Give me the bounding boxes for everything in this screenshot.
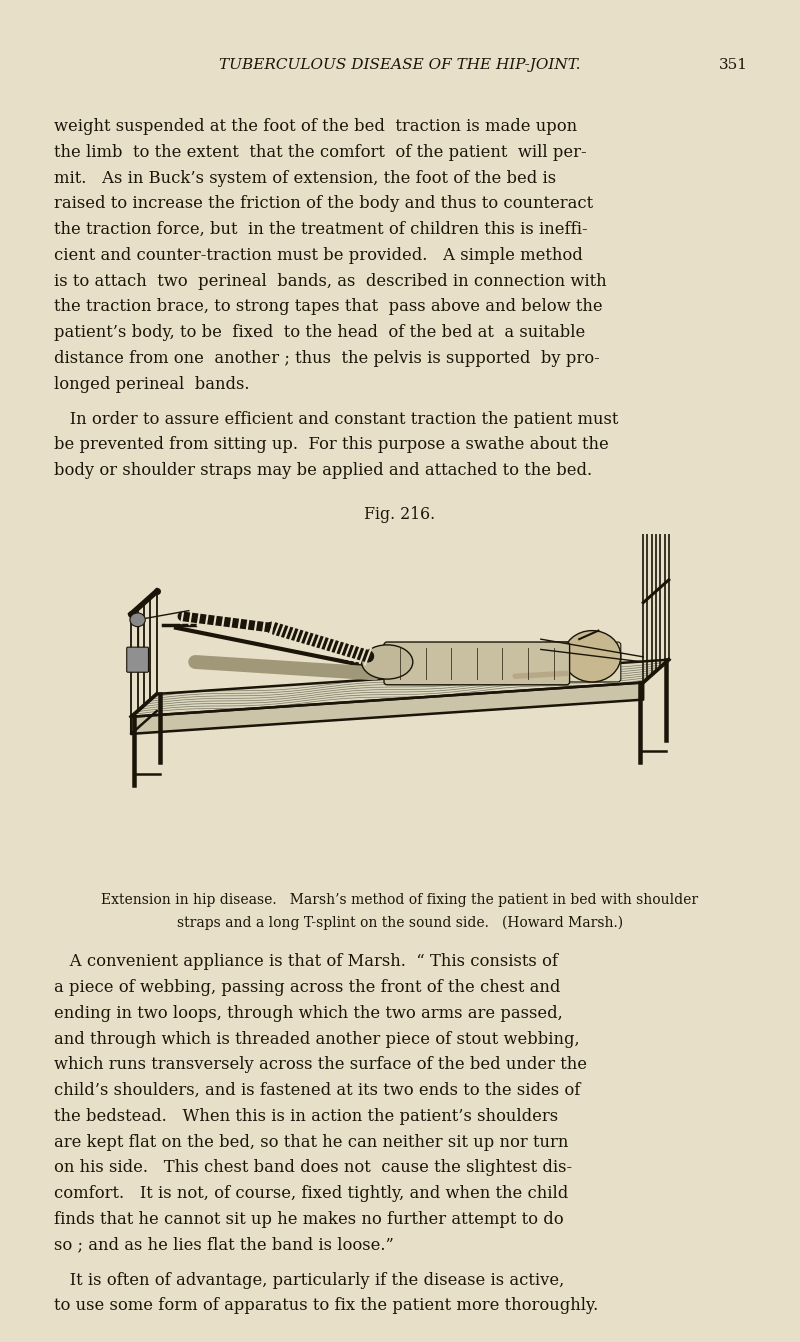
- Text: are kept flat on the bed, so that he can neither sit up nor turn: are kept flat on the bed, so that he can…: [54, 1134, 569, 1150]
- Circle shape: [563, 631, 621, 682]
- Text: raised to increase the friction of the body and thus to counteract: raised to increase the friction of the b…: [54, 196, 594, 212]
- Text: the limb  to the extent  that the comfort  of the patient  will per-: the limb to the extent that the comfort …: [54, 144, 587, 161]
- Text: body or shoulder straps may be applied and attached to the bed.: body or shoulder straps may be applied a…: [54, 462, 593, 479]
- Text: is to attach  two  perineal  bands, as  described in connection with: is to attach two perineal bands, as desc…: [54, 272, 607, 290]
- Text: the traction force, but  in the treatment of children this is ineffi-: the traction force, but in the treatment…: [54, 221, 588, 238]
- Text: and through which is threaded another piece of stout webbing,: and through which is threaded another pi…: [54, 1031, 580, 1048]
- Text: the traction brace, to strong tapes that  pass above and below the: the traction brace, to strong tapes that…: [54, 298, 603, 315]
- Text: the bedstead.   When this is in action the patient’s shoulders: the bedstead. When this is in action the…: [54, 1108, 558, 1125]
- Ellipse shape: [362, 646, 413, 679]
- Text: longed perineal  bands.: longed perineal bands.: [54, 376, 250, 393]
- Text: distance from one  another ; thus  the pelvis is supported  by pro-: distance from one another ; thus the pel…: [54, 350, 600, 366]
- FancyBboxPatch shape: [544, 641, 621, 682]
- Text: which runs transversely across the surface of the bed under the: which runs transversely across the surfa…: [54, 1056, 587, 1074]
- Text: be prevented from sitting up.  For this purpose a swathe about the: be prevented from sitting up. For this p…: [54, 436, 609, 454]
- Text: Extension in hip disease.   Marsh’s method of fixing the patient in bed with sho: Extension in hip disease. Marsh’s method…: [102, 892, 698, 907]
- Text: so ; and as he lies flat the band is loose.”: so ; and as he lies flat the band is loo…: [54, 1237, 394, 1253]
- Text: TUBERCULOUS DISEASE OF THE HIP-JOINT.: TUBERCULOUS DISEASE OF THE HIP-JOINT.: [219, 58, 581, 71]
- Text: patient’s body, to be  fixed  to the head  of the bed at  a suitable: patient’s body, to be fixed to the head …: [54, 325, 586, 341]
- Polygon shape: [131, 683, 643, 734]
- Text: a piece of webbing, passing across the front of the chest and: a piece of webbing, passing across the f…: [54, 980, 561, 996]
- Text: mit.   As in Buck’s system of extension, the foot of the bed is: mit. As in Buck’s system of extension, t…: [54, 169, 557, 187]
- Text: to use some form of apparatus to fix the patient more thoroughly.: to use some form of apparatus to fix the…: [54, 1298, 598, 1314]
- Text: In order to assure efficient and constant traction the patient must: In order to assure efficient and constan…: [54, 411, 618, 428]
- FancyBboxPatch shape: [126, 647, 149, 672]
- Text: on his side.   This chest band does not  cause the slightest dis-: on his side. This chest band does not ca…: [54, 1159, 573, 1177]
- Circle shape: [130, 613, 146, 627]
- Polygon shape: [131, 660, 669, 717]
- Text: comfort.   It is not, of course, fixed tightly, and when the child: comfort. It is not, of course, fixed tig…: [54, 1185, 569, 1202]
- Text: It is often of advantage, particularly if the disease is active,: It is often of advantage, particularly i…: [54, 1272, 565, 1288]
- Text: ending in two loops, through which the two arms are passed,: ending in two loops, through which the t…: [54, 1005, 563, 1021]
- Text: finds that he cannot sit up he makes no further attempt to do: finds that he cannot sit up he makes no …: [54, 1210, 564, 1228]
- Text: Fig. 216.: Fig. 216.: [365, 506, 435, 523]
- FancyBboxPatch shape: [384, 641, 570, 684]
- Text: straps and a long T-splint on the sound side.   (Howard Marsh.): straps and a long T-splint on the sound …: [177, 915, 623, 930]
- Text: cient and counter-traction must be provided.   A simple method: cient and counter-traction must be provi…: [54, 247, 583, 264]
- Text: A convenient appliance is that of Marsh.  “ This consists of: A convenient appliance is that of Marsh.…: [54, 953, 558, 970]
- Text: 351: 351: [719, 58, 748, 71]
- Text: child’s shoulders, and is fastened at its two ends to the sides of: child’s shoulders, and is fastened at it…: [54, 1082, 581, 1099]
- Text: weight suspended at the foot of the bed  traction is made upon: weight suspended at the foot of the bed …: [54, 118, 578, 136]
